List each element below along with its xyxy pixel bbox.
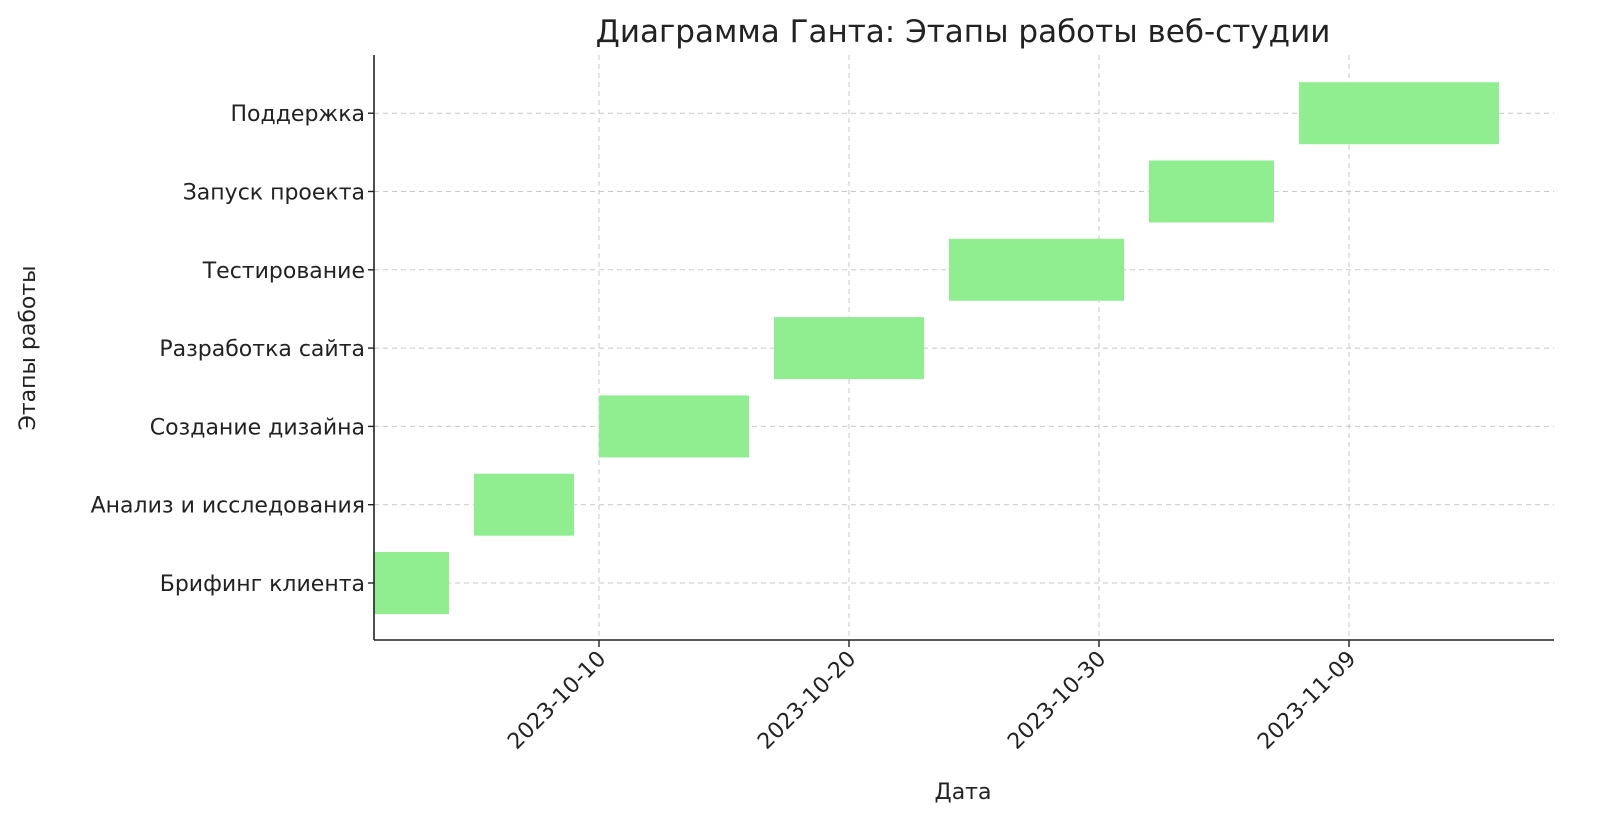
task-bar <box>949 238 1124 301</box>
bars <box>374 82 1499 614</box>
x-tick-label: 2023-10-20 <box>753 647 861 755</box>
x-tick-label: 2023-10-10 <box>503 647 611 755</box>
task-bar <box>1299 82 1499 145</box>
y-tick-label: Анализ и исследования <box>91 494 365 519</box>
x-tick-label: 2023-10-30 <box>1003 647 1111 755</box>
y-tick-label: Брифинг клиента <box>160 572 365 597</box>
y-tick-labels: Брифинг клиента Анализ и исследования Созд… <box>91 102 374 597</box>
y-tick-label: Тестирование <box>202 259 365 284</box>
chart-title: Диаграмма Ганта: Этапы работы веб-студии <box>596 14 1331 50</box>
task-bar <box>474 473 574 536</box>
y-axis-label: Этапы работы <box>16 265 41 430</box>
x-tick-label: 2023-11-09 <box>1253 647 1361 755</box>
y-tick-label: Создание дизайна <box>150 415 365 440</box>
task-bar <box>774 317 924 380</box>
task-bar <box>1149 160 1274 223</box>
y-tick-label: Поддержка <box>230 102 365 127</box>
x-tick-labels: 2023-10-10 2023-10-20 2023-10-30 2023-11-09 <box>503 640 1361 755</box>
x-axis-label: Дата <box>935 780 992 805</box>
task-bar <box>374 552 449 614</box>
y-tick-label: Разработка сайта <box>159 337 365 362</box>
y-tick-label: Запуск проекта <box>183 181 365 206</box>
task-bar <box>599 395 749 458</box>
